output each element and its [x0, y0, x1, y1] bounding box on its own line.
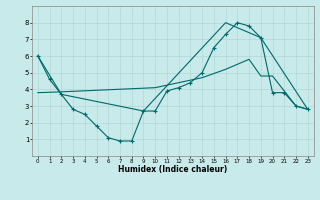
- X-axis label: Humidex (Indice chaleur): Humidex (Indice chaleur): [118, 165, 228, 174]
